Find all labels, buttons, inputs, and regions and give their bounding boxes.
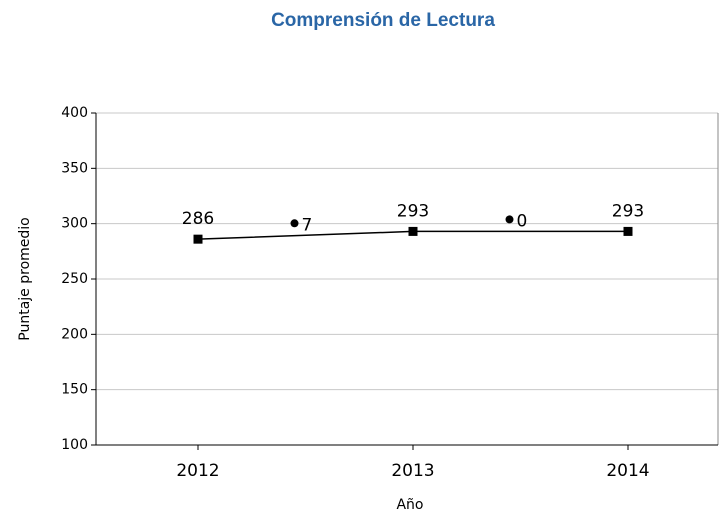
y-axis-label: Puntaje promedio (17, 217, 33, 340)
y-tick-label: 300 (61, 216, 88, 232)
y-tick-label: 150 (61, 382, 88, 398)
change-label: 7 (302, 215, 313, 235)
y-tick-label: 350 (61, 160, 88, 176)
y-tick-label: 100 (61, 437, 88, 453)
x-axis-label: Año (396, 497, 423, 513)
x-tick-label: 2013 (391, 461, 434, 481)
point (193, 234, 203, 244)
x-tick-label: 2012 (176, 461, 219, 481)
x-tick-label: 2014 (606, 461, 649, 481)
change-bullet (290, 219, 299, 228)
data-label: 293 (612, 201, 644, 221)
change-bullet (505, 215, 514, 224)
chart-title: Comprensión de Lectura (271, 10, 495, 31)
y-tick-label: 250 (61, 271, 88, 287)
point (623, 226, 633, 236)
change-label: 0 (517, 211, 528, 231)
point (408, 226, 418, 236)
data-label: 293 (397, 201, 429, 221)
y-tick-label: 400 (61, 105, 88, 121)
data-label: 286 (182, 209, 214, 229)
y-tick-label: 200 (61, 326, 88, 342)
